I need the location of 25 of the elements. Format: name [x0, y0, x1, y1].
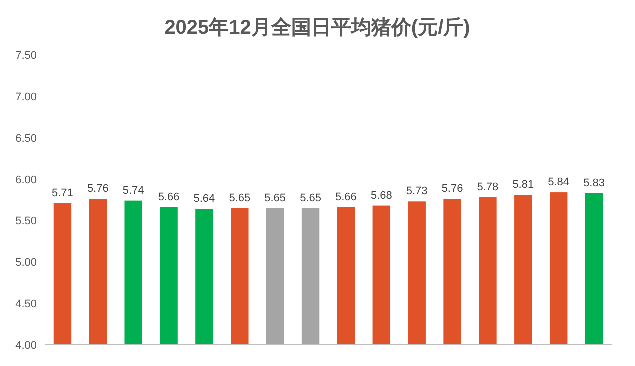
data-label: 5.84: [548, 176, 570, 189]
data-label: 5.65: [300, 192, 322, 204]
data-label: 5.71: [52, 187, 74, 200]
y-tick-label: 6.50: [16, 132, 37, 145]
y-tick-label: 7.50: [16, 50, 37, 62]
y-tick-label: 4.00: [16, 340, 37, 352]
y-tick-label: 4.50: [16, 298, 37, 311]
data-label: 5.66: [158, 191, 180, 204]
data-label: 5.76: [442, 183, 464, 196]
y-tick-label: 7.00: [16, 91, 37, 104]
y-tick-label: 5.00: [16, 257, 37, 270]
data-label: 5.81: [512, 179, 534, 192]
data-label: 5.73: [406, 186, 428, 198]
data-label: 5.66: [336, 191, 357, 204]
data-label: 5.76: [87, 183, 109, 196]
data-label: 5.64: [194, 193, 216, 206]
data-label: 5.74: [122, 184, 144, 197]
data-label: 5.83: [584, 177, 605, 190]
data-label: 5.65: [229, 192, 251, 204]
data-label: 5.78: [477, 182, 499, 194]
data-label: 5.65: [264, 192, 286, 204]
y-tick-label: 5.50: [16, 216, 37, 228]
chart-title: 2025年12月全国日平均猪价(元/斤): [164, 16, 470, 39]
y-tick-label: 6.00: [16, 174, 37, 186]
data-label: 5.68: [370, 190, 392, 202]
